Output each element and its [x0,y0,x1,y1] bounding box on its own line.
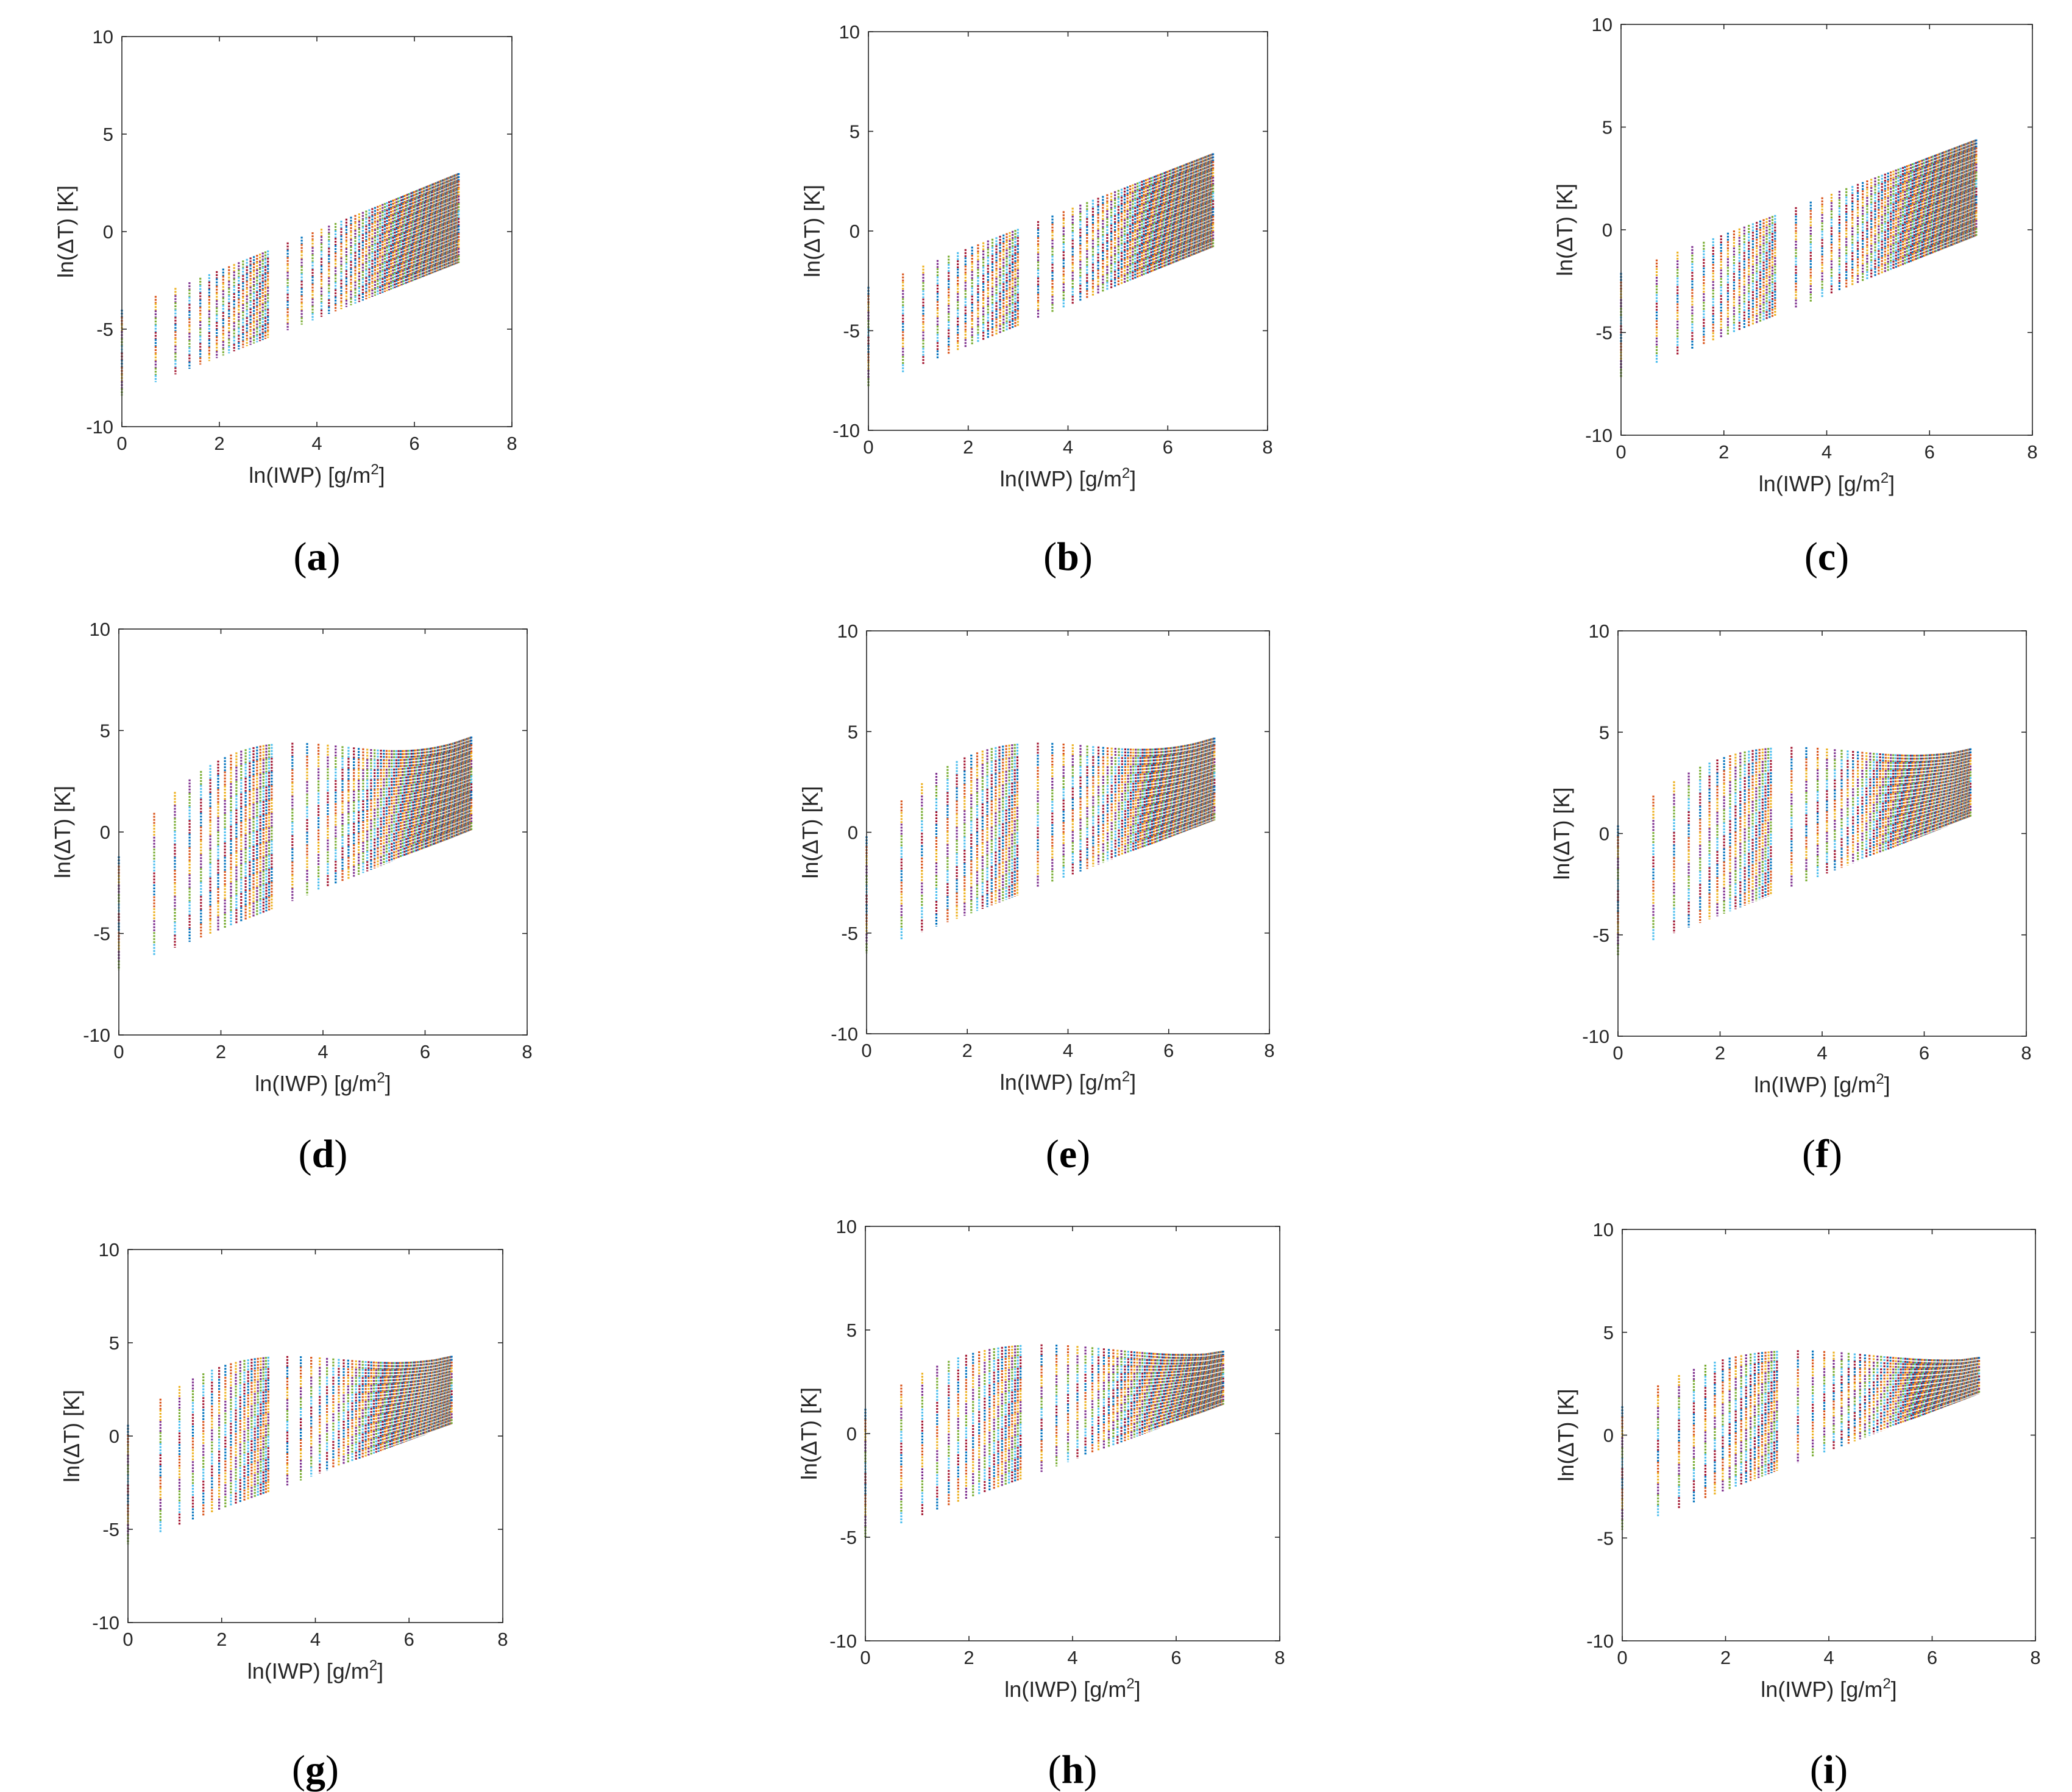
x-tick-label: 6 [409,433,419,454]
x-tick-label: 0 [1616,441,1626,463]
scatter-points-c [1620,139,1978,378]
x-tick-label: 4 [311,433,322,454]
y-tick-label: 0 [1602,219,1613,241]
x-tick-label: 0 [863,436,873,458]
y-tick-label: 10 [93,26,113,48]
panel-caption: (a) [294,535,341,579]
y-tick-label: 10 [1592,14,1613,35]
x-tick-label: 8 [506,433,517,454]
panel-a: 0 2 4 6 8 -10 -5 0 5 10 ln(IWP) [g/m2] ln(ΔT) [K] (a… [53,26,517,579]
axes-box [868,31,1268,431]
x-tick-label: 2 [214,433,224,454]
x-axis-label: ln(IWP) [g/m2] [1759,470,1895,496]
panel-c: 0 2 4 6 8 -10 -5 0 5 10 ln(IWP) [g/m2] ln(ΔT) [K] (c… [1552,14,2038,579]
x-tick-label: 6 [1163,436,1173,458]
panel-caption: (b) [1043,535,1093,579]
scatter-points-a [121,173,460,396]
x-axis-label: ln(IWP) [g/m2] [249,461,385,488]
scatter-points-d [118,736,473,970]
y-tick-label: -5 [1595,322,1613,344]
x-tick-label: 6 [1925,441,1935,463]
scatter-points-b [867,153,1215,387]
x-tick-label: 8 [2027,441,2037,463]
y-tick-label: -5 [843,321,860,342]
x-tick-label: 2 [963,436,973,458]
x-tick-label: 4 [1822,441,1832,463]
y-tick-label: -5 [96,319,113,340]
y-tick-label: 0 [850,221,860,242]
y-tick-label: 5 [103,124,113,145]
panel-caption: (c) [1804,535,1849,579]
x-tick-label: 2 [1719,441,1729,463]
y-axis-label: ln(ΔT) [K] [53,185,78,278]
y-tick-label: 0 [103,221,113,243]
x-tick-label: 0 [116,433,127,454]
y-tick-label: -10 [86,416,113,438]
y-tick-label: -10 [1585,425,1613,446]
panel-b: 0 2 4 6 8 -10 -5 0 5 10 ln(IWP) [g/m2] ln(ΔT) [K] (b… [800,21,1273,579]
y-tick-label: 5 [850,121,860,143]
x-axis-label: ln(IWP) [g/m2] [1000,465,1136,491]
x-tick-label: 4 [1063,436,1073,458]
x-tick-label: 8 [1262,436,1272,458]
y-tick-label: -10 [832,420,860,441]
y-axis-label: ln(ΔT) [K] [800,185,825,277]
y-tick-label: 10 [839,21,860,43]
y-tick-label: 5 [1602,117,1613,138]
y-axis-label: ln(ΔT) [K] [1552,183,1577,276]
